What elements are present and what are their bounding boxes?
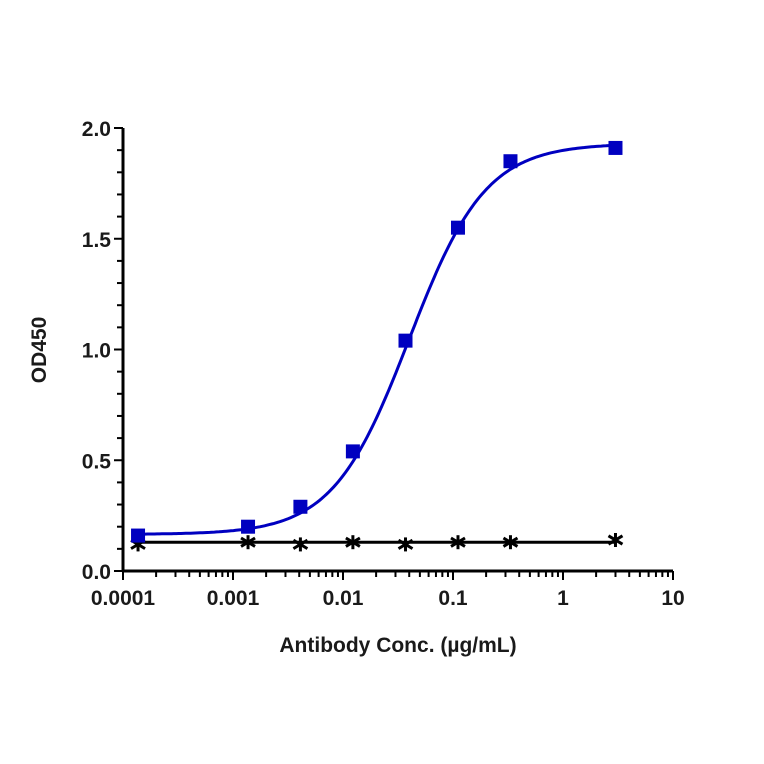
antibody-point-square-icon	[450, 220, 465, 235]
y-tick-label: 2.0	[82, 118, 111, 141]
y-tick-label: 1.0	[82, 340, 111, 363]
x-tick-label: 0.1	[438, 587, 468, 610]
x-tick-label: 0.0001	[91, 587, 156, 610]
x-tick-label: 10	[661, 587, 684, 610]
x-tick-label: 0.01	[323, 587, 364, 610]
y-tick-label: 0.0	[82, 561, 111, 584]
antibody-point-square-icon	[345, 444, 360, 459]
antibody-fit-curve	[138, 143, 616, 536]
y-tick-label: 1.5	[82, 229, 112, 252]
antibody-point-square-icon	[503, 154, 518, 169]
antibody-point-square-icon	[293, 499, 308, 514]
control-point-asterisk-icon	[397, 537, 414, 552]
plot-area	[130, 140, 624, 552]
x-axis-title: Antibody Conc. (µg/mL)	[279, 634, 516, 657]
control-point-asterisk-icon	[345, 535, 361, 550]
antibody-point-square-icon	[131, 528, 146, 543]
axes: 0.0 0.5 1.0 1.5 2.0 0.0001 0.001 0.01 0.1 1 10	[82, 118, 685, 610]
antibody-point-square-icon	[398, 333, 413, 348]
control-point-asterisk-icon	[502, 535, 519, 550]
control-point-asterisk-icon	[292, 537, 309, 552]
antibody-point-square-icon	[608, 140, 623, 155]
control-point-asterisk-icon	[607, 532, 624, 547]
y-tick-label: 0.5	[82, 450, 112, 473]
control-point-asterisk-icon	[240, 535, 256, 550]
x-tick-label: 0.001	[207, 587, 260, 610]
control-point-asterisk-icon	[450, 535, 466, 550]
x-tick-label: 1	[557, 587, 569, 610]
antibody-point-square-icon	[241, 519, 256, 534]
y-axis-title: OD450	[28, 317, 51, 384]
